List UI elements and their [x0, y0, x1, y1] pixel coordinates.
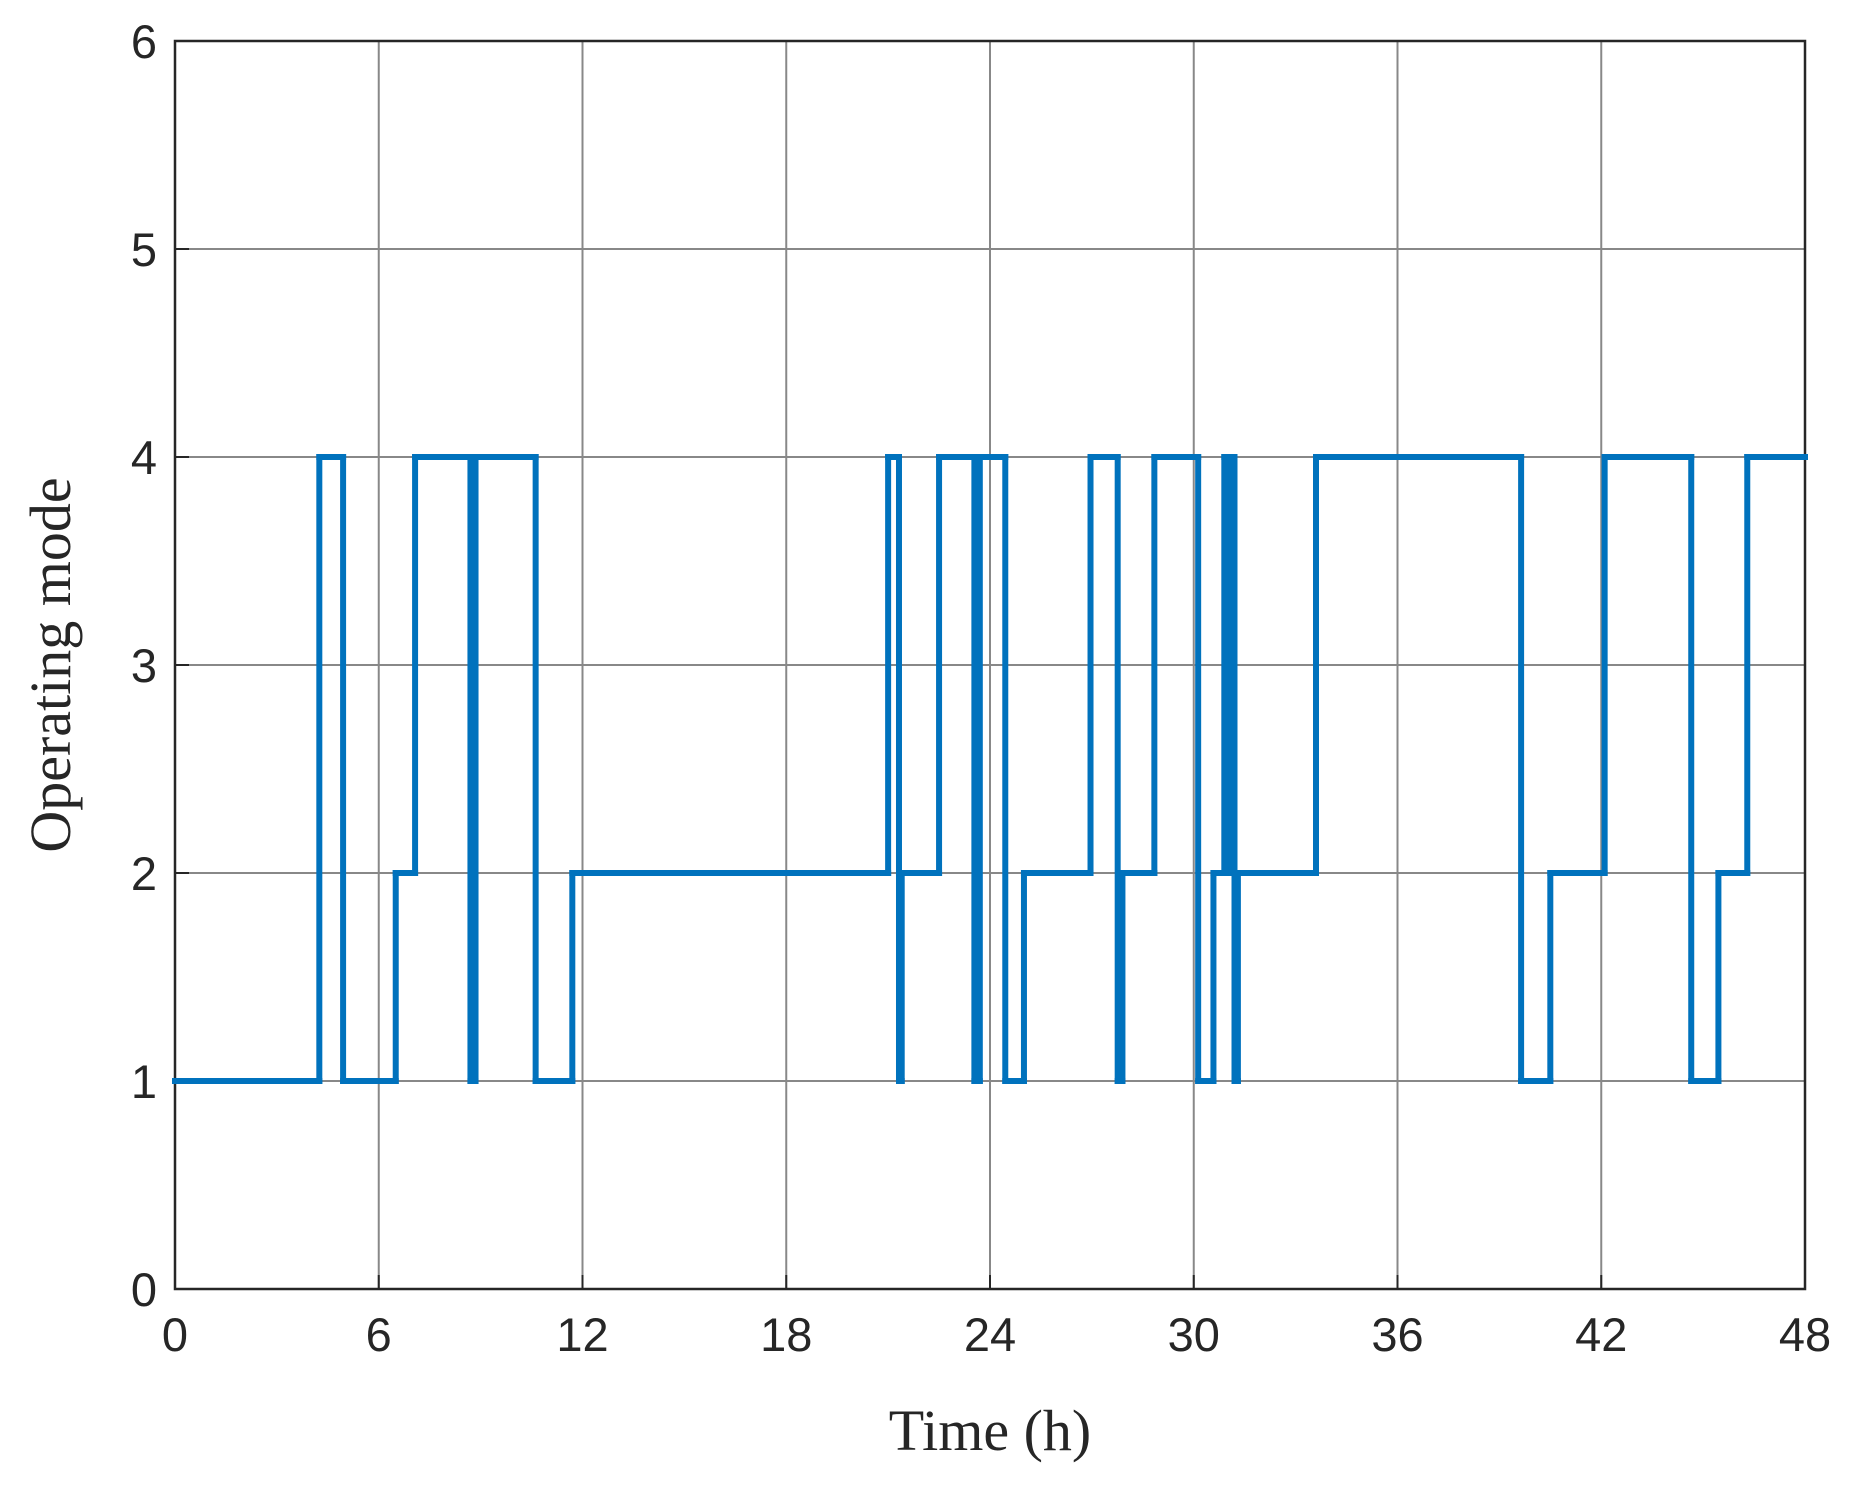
x-tick-label: 42	[1575, 1308, 1627, 1361]
y-tick-label: 1	[131, 1055, 157, 1108]
y-tick-label: 6	[131, 15, 157, 68]
y-axis-label: Operating mode	[18, 477, 83, 852]
y-tick-label: 3	[131, 639, 157, 692]
y-tick-label: 0	[131, 1263, 157, 1316]
x-tick-label: 30	[1168, 1308, 1220, 1361]
x-tick-label: 48	[1779, 1308, 1831, 1361]
x-tick-label: 24	[964, 1308, 1016, 1361]
y-tick-label: 5	[131, 223, 157, 276]
x-tick-label: 6	[366, 1308, 392, 1361]
y-tick-label: 4	[131, 431, 157, 484]
y-tick-label: 2	[131, 847, 157, 900]
x-tick-label: 0	[162, 1308, 188, 1361]
x-tick-label: 12	[556, 1308, 608, 1361]
plot-frame	[173, 39, 1807, 1291]
x-tick-label: 18	[760, 1308, 812, 1361]
x-axis-label: Time (h)	[889, 1398, 1092, 1463]
x-tick-label: 36	[1371, 1308, 1423, 1361]
